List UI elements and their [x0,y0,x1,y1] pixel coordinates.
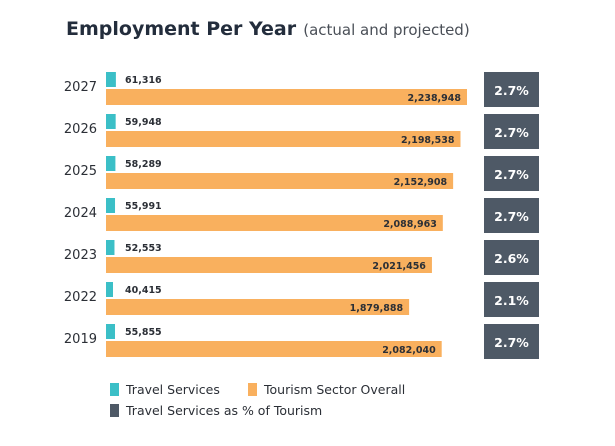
year-label-2026: 2026 [64,122,97,137]
percent-box-2027 [484,72,539,107]
percent-box-2019 [484,324,539,359]
chart-subtitle: (actual and projected) [303,21,470,39]
value-label-tourism-2022: 1,879,888 [350,303,404,314]
percent-box-2025 [484,156,539,191]
percent-label-2025: 2.7% [494,167,529,182]
percent-label-2019: 2.7% [494,335,529,350]
year-label-2022: 2022 [64,290,97,305]
percent-box-2026 [484,114,539,149]
legend-item-tourism-overall: Tourism Sector Overall [248,382,405,397]
percent-box-2023 [484,240,539,275]
value-label-tourism-2024: 2,088,963 [383,219,437,230]
bar-travel-2025 [106,156,116,171]
legend-label-percent-of-tourism: Travel Services as % of Tourism [126,403,323,418]
legend-swatch-tourism-overall [248,383,257,396]
legend-label-travel-services: Travel Services [126,382,220,397]
chart-title: Employment Per Year [66,18,297,40]
percent-label-2022: 2.1% [494,293,529,308]
legend-label-tourism-overall: Tourism Sector Overall [264,382,406,397]
year-label-2027: 2027 [64,80,97,95]
bar-tourism-2022 [106,299,410,315]
value-label-travel-2024: 55,991 [125,201,162,212]
bar-travel-2024 [106,198,116,213]
bar-travel-2026 [106,114,116,129]
percent-box-2024 [484,198,539,233]
year-label-2019: 2019 [64,332,97,347]
legend-swatch-travel-services [110,383,119,396]
bar-travel-2023 [106,240,115,255]
employment-bar-chart: 2027 61,316 2,238,948 2.7% 2026 59,948 2,198,5… [64,72,539,359]
value-label-travel-2026: 59,948 [125,117,162,128]
bar-tourism-2026 [106,131,461,147]
legend-item-percent-of-tourism: Travel Services as % of Tourism [110,403,322,418]
legend-item-travel-services: Travel Services [110,382,220,397]
bar-tourism-2025 [106,173,454,189]
bar-tourism-2019 [106,341,442,357]
percent-box-2022 [484,282,539,317]
bar-travel-2022 [106,282,113,297]
legend-swatch-percent-of-tourism [110,404,119,417]
value-label-tourism-2027: 2,238,948 [408,93,462,104]
year-label-2025: 2025 [64,164,97,179]
percent-label-2023: 2.6% [494,251,529,266]
value-label-tourism-2025: 2,152,908 [394,177,448,188]
percent-label-2024: 2.7% [494,209,529,224]
percent-label-2026: 2.7% [494,125,529,140]
value-label-tourism-2023: 2,021,456 [372,261,426,272]
year-label-2024: 2024 [64,206,97,221]
value-label-travel-2022: 40,415 [125,285,162,296]
bar-travel-2027 [106,72,116,87]
percent-label-2027: 2.7% [494,83,529,98]
value-label-travel-2027: 61,316 [125,75,162,86]
bar-tourism-2027 [106,89,467,105]
bar-travel-2019 [106,324,116,339]
value-label-travel-2023: 52,553 [125,243,162,254]
value-label-travel-2019: 55,855 [125,327,162,338]
value-label-tourism-2026: 2,198,538 [401,135,455,146]
value-label-travel-2025: 58,289 [125,159,162,170]
year-label-2023: 2023 [64,248,97,263]
chart-title-group: Employment Per Year (actual and projecte… [66,18,470,40]
value-label-tourism-2019: 2,082,040 [382,345,436,356]
bar-tourism-2024 [106,215,443,231]
bar-tourism-2023 [106,257,432,273]
